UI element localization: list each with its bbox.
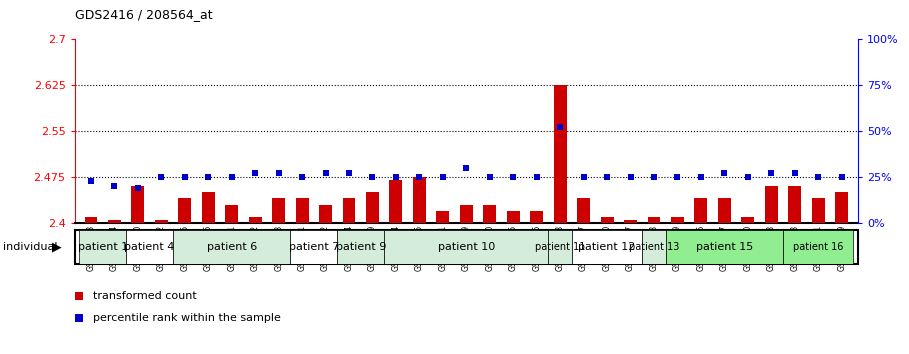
Bar <box>554 85 566 223</box>
FancyBboxPatch shape <box>385 230 548 264</box>
Text: patient 12: patient 12 <box>578 242 635 252</box>
FancyBboxPatch shape <box>79 230 126 264</box>
Bar <box>742 217 754 223</box>
Bar <box>178 199 191 223</box>
Bar <box>249 217 262 223</box>
Bar <box>764 186 778 223</box>
Bar <box>484 205 496 223</box>
FancyBboxPatch shape <box>337 230 385 264</box>
Bar <box>694 199 707 223</box>
Text: GDS2416 / 208564_at: GDS2416 / 208564_at <box>75 8 212 21</box>
Bar <box>530 211 544 223</box>
Text: patient 16: patient 16 <box>793 242 844 252</box>
Text: patient 1: patient 1 <box>77 242 128 252</box>
Bar <box>85 217 97 223</box>
Bar <box>225 205 238 223</box>
Text: patient 11: patient 11 <box>535 242 585 252</box>
Text: ▶: ▶ <box>52 240 62 253</box>
Text: patient 10: patient 10 <box>438 242 494 252</box>
Bar <box>319 205 332 223</box>
Bar <box>343 199 355 223</box>
Text: percentile rank within the sample: percentile rank within the sample <box>93 313 281 323</box>
Bar <box>132 186 145 223</box>
Bar <box>577 199 590 223</box>
Bar <box>389 180 403 223</box>
Text: individual: individual <box>3 242 57 252</box>
Bar <box>366 192 379 223</box>
Bar <box>718 199 731 223</box>
Bar <box>295 199 308 223</box>
Bar <box>272 199 285 223</box>
Text: patient 13: patient 13 <box>629 242 679 252</box>
Bar <box>835 192 848 223</box>
FancyBboxPatch shape <box>783 230 854 264</box>
Bar <box>788 186 801 223</box>
FancyBboxPatch shape <box>548 230 572 264</box>
FancyBboxPatch shape <box>290 230 337 264</box>
Text: patient 4: patient 4 <box>125 242 175 252</box>
Bar <box>108 220 121 223</box>
FancyBboxPatch shape <box>572 230 643 264</box>
FancyBboxPatch shape <box>126 230 173 264</box>
Text: patient 6: patient 6 <box>206 242 257 252</box>
Text: patient 15: patient 15 <box>695 242 753 252</box>
FancyBboxPatch shape <box>173 230 290 264</box>
Bar <box>671 217 684 223</box>
Bar <box>647 217 661 223</box>
Bar <box>460 205 473 223</box>
Bar <box>155 220 168 223</box>
FancyBboxPatch shape <box>665 230 783 264</box>
FancyBboxPatch shape <box>643 230 665 264</box>
Text: transformed count: transformed count <box>93 291 196 301</box>
Bar <box>436 211 449 223</box>
Bar <box>624 220 637 223</box>
Text: patient 9: patient 9 <box>335 242 386 252</box>
Text: patient 7: patient 7 <box>289 242 339 252</box>
Bar <box>507 211 520 223</box>
Bar <box>812 199 824 223</box>
Bar <box>202 192 215 223</box>
Bar <box>413 177 425 223</box>
Bar <box>601 217 614 223</box>
